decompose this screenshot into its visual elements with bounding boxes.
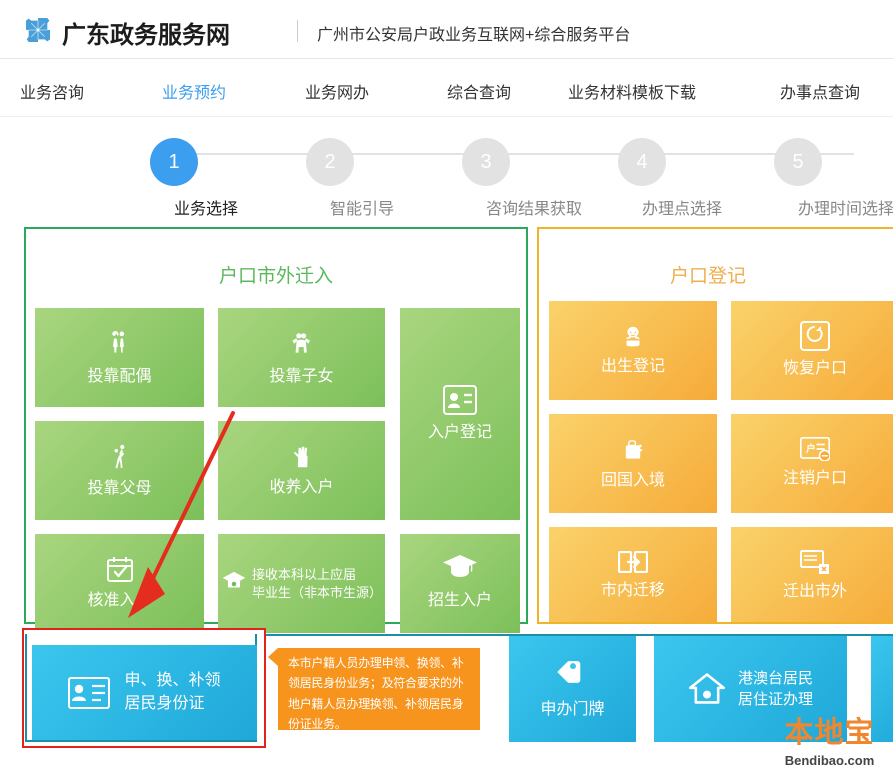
svg-text:户: 户	[806, 442, 816, 455]
